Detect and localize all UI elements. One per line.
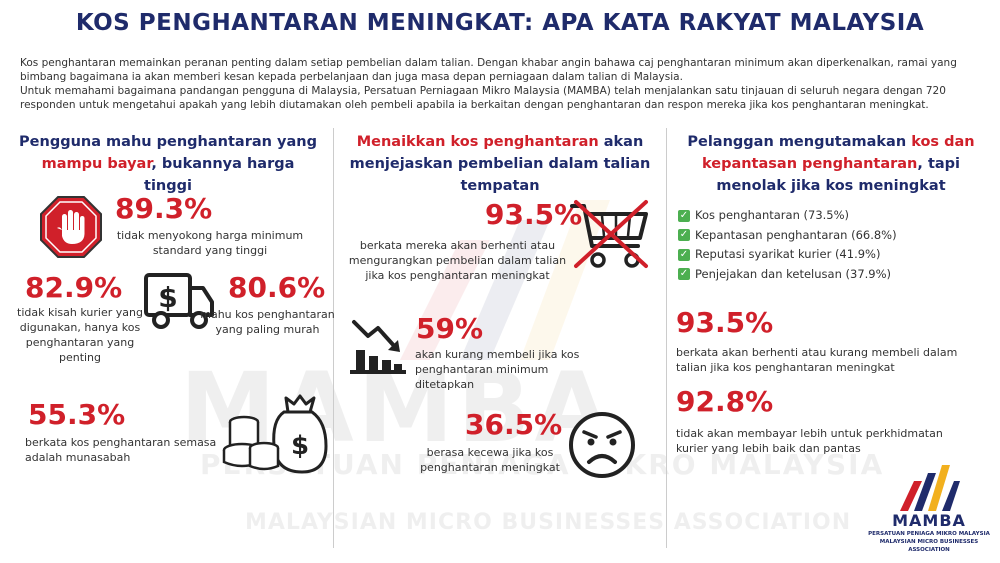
check-icon: ✓ <box>678 268 690 281</box>
col3-heading: Pelanggan mengutamakan kos dan kepantasa… <box>687 134 975 194</box>
col2-heading: Menaikkan kos penghantaran akan menjejas… <box>349 134 651 194</box>
col1-stat4-value: 55.3% <box>28 398 126 431</box>
cancelled-cart-icon <box>570 200 648 268</box>
check-icon: ✓ <box>678 248 690 261</box>
checklist-item: ✓ Reputasi syarikat kurier (41.9%) <box>678 247 881 261</box>
money-bag-coins-icon: $ <box>222 394 328 474</box>
svg-text:$: $ <box>291 431 309 461</box>
column-divider-1 <box>333 128 334 548</box>
declining-chart-icon <box>350 320 406 374</box>
logo-subtitle: PERSATUAN PENIAGA MIKRO MALAYSIA MALAYSI… <box>868 531 990 553</box>
col1-heading: Pengguna mahu penghantaran yang mampu ba… <box>19 134 317 194</box>
col2-stat3-value: 36.5% <box>465 408 563 441</box>
col2-stat1-text: berkata mereka akan berhenti atau mengur… <box>348 239 567 282</box>
col1-stat1-value: 89.3% <box>115 192 213 225</box>
col1-stat3-text: mahu kos penghantaran yang paling murah <box>200 308 335 336</box>
check-icon: ✓ <box>678 209 690 222</box>
delivery-truck-icon: $ <box>144 273 214 329</box>
page-title: KOS PENGHANTARAN MENINGKAT: APA KATA RAK… <box>75 10 925 36</box>
checklist-item: ✓ Penjejakan dan ketelusan (37.9%) <box>678 266 892 281</box>
col1-stat4-text: berkata kos penghantaran semasa adalah m… <box>25 436 217 464</box>
col2-stat3-text: berasa kecewa jika kos penghantaran meni… <box>420 446 560 474</box>
mamba-logo-icon <box>900 465 960 511</box>
col2-stat2-value: 59% <box>416 312 484 345</box>
intro-paragraph-1: Kos penghantaran memainkan peranan penti… <box>20 57 957 83</box>
col1-stat1-text: tidak menyokong harga minimum standard y… <box>116 229 304 257</box>
stop-hand-icon <box>40 196 102 258</box>
watermark-logo-icon <box>400 200 610 360</box>
col1-stat3-value: 80.6% <box>228 271 326 304</box>
logo-name: MAMBA <box>892 511 966 530</box>
checklist-item: ✓ Kos penghantaran (73.5%) <box>678 208 850 222</box>
column-divider-2 <box>666 128 667 548</box>
col1-stat2-value: 82.9% <box>25 271 123 304</box>
intro-paragraph-2: Untuk memahami bagaimana pandangan pengg… <box>20 85 946 111</box>
priority-checklist: ✓ Kos penghantaran (73.5%) ✓ Kepantasan pe… <box>678 206 897 284</box>
watermark-english: MALAYSIAN MICRO BUSINESSES ASSOCIATION <box>245 510 852 535</box>
col2-stat1-value: 93.5% <box>485 198 583 231</box>
col3-stat2-value: 92.8% <box>676 385 774 418</box>
col2-stat2-text: akan kurang membeli jika kos penghantara… <box>415 348 580 391</box>
truck-dollar-symbol: $ <box>158 281 177 314</box>
frown-face-icon <box>569 412 635 478</box>
checklist-item: ✓ Kepantasan penghantaran (66.8%) <box>678 227 897 242</box>
col3-stat1-text: berkata akan berhenti atau kurang membel… <box>676 346 958 374</box>
check-icon: ✓ <box>678 229 690 242</box>
col1-stat2-text: tidak kisah kurier yang digunakan, hanya… <box>17 306 143 364</box>
intro-text: Kos penghantaran memainkan peranan penti… <box>20 56 980 112</box>
col3-stat1-value: 93.5% <box>676 306 774 339</box>
col3-stat2-text: tidak akan membayar lebih untuk perkhidm… <box>676 427 943 455</box>
